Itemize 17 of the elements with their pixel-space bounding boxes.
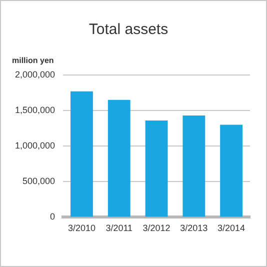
y-tick-label: 500,000 xyxy=(22,176,56,186)
x-tick-label: 3/2012 xyxy=(142,223,170,234)
bar xyxy=(145,120,168,217)
x-tick-label: 3/2010 xyxy=(68,223,96,234)
bar xyxy=(182,116,206,217)
bar xyxy=(70,91,93,217)
chart-title: Total assets xyxy=(88,21,168,38)
bar xyxy=(220,124,243,217)
x-tick-label: 3/2013 xyxy=(180,223,208,234)
y-tick-label: 2,000,000 xyxy=(14,69,56,80)
y-axis-title: million yen xyxy=(12,56,54,65)
x-tick-label: 3/2014 xyxy=(218,223,246,234)
y-tick-label: 1,500,000 xyxy=(14,105,56,116)
y-tick-label: 0 xyxy=(50,212,56,222)
y-tick-label: 1,000,000 xyxy=(14,140,56,151)
bar xyxy=(108,100,130,217)
x-tick-label: 3/2011 xyxy=(106,223,133,234)
